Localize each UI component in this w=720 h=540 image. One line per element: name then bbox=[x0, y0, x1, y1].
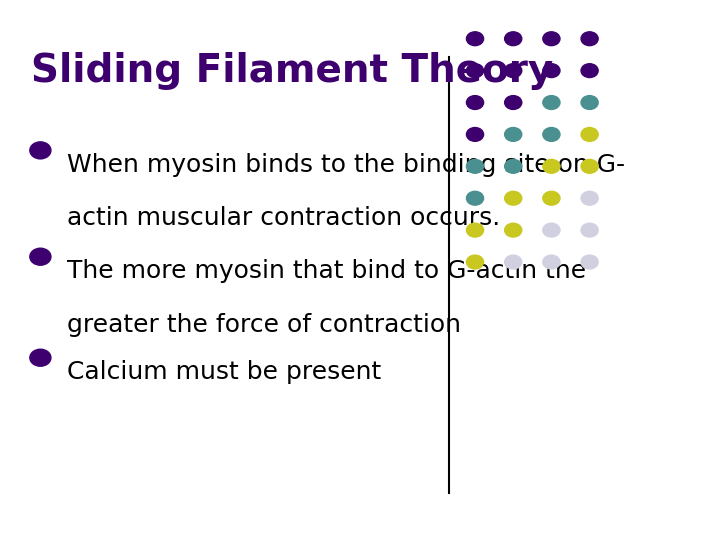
Text: Calcium must be present: Calcium must be present bbox=[67, 360, 381, 384]
Circle shape bbox=[543, 64, 560, 78]
Circle shape bbox=[30, 142, 51, 159]
Circle shape bbox=[505, 32, 522, 46]
Circle shape bbox=[581, 191, 598, 205]
Text: Sliding Filament Theory: Sliding Filament Theory bbox=[30, 52, 553, 90]
Circle shape bbox=[543, 159, 560, 173]
Circle shape bbox=[543, 127, 560, 141]
Text: actin muscular contraction occurs.: actin muscular contraction occurs. bbox=[67, 206, 500, 230]
Circle shape bbox=[581, 223, 598, 237]
Circle shape bbox=[543, 191, 560, 205]
Text: greater the force of contraction: greater the force of contraction bbox=[67, 313, 461, 336]
Circle shape bbox=[467, 191, 484, 205]
Circle shape bbox=[543, 32, 560, 46]
Circle shape bbox=[30, 349, 51, 366]
Circle shape bbox=[467, 255, 484, 269]
Circle shape bbox=[543, 96, 560, 110]
Circle shape bbox=[467, 64, 484, 78]
Text: When myosin binds to the binding site on G-: When myosin binds to the binding site on… bbox=[67, 153, 625, 177]
Circle shape bbox=[543, 255, 560, 269]
Circle shape bbox=[467, 159, 484, 173]
Circle shape bbox=[505, 191, 522, 205]
Circle shape bbox=[467, 127, 484, 141]
Text: The more myosin that bind to G-actin the: The more myosin that bind to G-actin the bbox=[67, 259, 586, 284]
Circle shape bbox=[581, 159, 598, 173]
Circle shape bbox=[505, 64, 522, 78]
Circle shape bbox=[467, 223, 484, 237]
Circle shape bbox=[581, 96, 598, 110]
Circle shape bbox=[543, 223, 560, 237]
Circle shape bbox=[467, 32, 484, 46]
Circle shape bbox=[505, 159, 522, 173]
Circle shape bbox=[505, 127, 522, 141]
Circle shape bbox=[581, 32, 598, 46]
Circle shape bbox=[581, 255, 598, 269]
Circle shape bbox=[581, 64, 598, 78]
Circle shape bbox=[505, 255, 522, 269]
Circle shape bbox=[505, 223, 522, 237]
Circle shape bbox=[581, 127, 598, 141]
Circle shape bbox=[30, 248, 51, 265]
Circle shape bbox=[467, 96, 484, 110]
Circle shape bbox=[505, 96, 522, 110]
